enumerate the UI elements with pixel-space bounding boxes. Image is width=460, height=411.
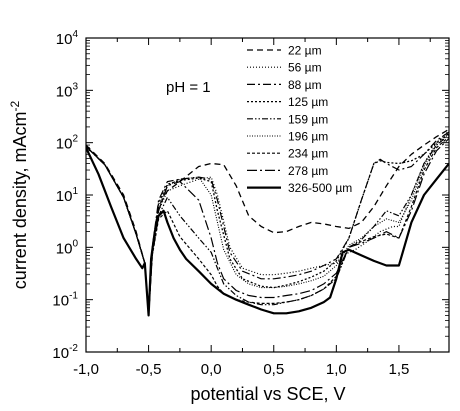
y-tick-label: 102 [56,134,79,153]
x-tick-label: 0,5 [263,361,284,378]
x-tick-label: -0,5 [136,361,162,378]
series-line-4 [86,132,449,317]
y-axis-title-text: current density, mAcm [10,111,30,289]
series-line-2 [86,130,449,316]
y-axis-title-exponent: -2 [8,100,22,111]
y-tick-label: 10-1 [52,291,78,310]
x-tick-label: 1,0 [326,361,347,378]
series-line-1 [86,128,449,317]
legend-label: 159 µm [288,112,328,126]
series-line-8 [86,138,449,316]
y-tick-label: 103 [56,81,79,100]
series-line-9 [86,147,449,317]
legend-label: 196 µm [288,130,328,144]
plot-curves [86,128,449,317]
legend-label: 278 µm [288,164,328,178]
plot-frame [85,37,450,353]
axis-ticks [85,37,449,353]
x-tick-label: -1,0 [73,361,99,378]
legend-label: 125 µm [288,95,328,109]
series-line-3 [86,131,449,316]
legend: 22 µm 56 µm 88 µm 125 µm 159 µm 196 µm 234 µm 2… [247,44,352,195]
annotation-ph: pH = 1 [166,79,211,96]
x-tick-label: 0,0 [201,361,222,378]
legend-label: 56 µm [288,61,322,75]
y-axis-title: current density, mAcm-2 [8,100,30,289]
y-tick-labels: 10-2 10-1 100 101 102 103 104 [52,29,78,362]
y-tick-label: 10-2 [52,343,78,362]
series-line-5 [86,134,449,316]
x-tick-labels: -1,0 -0,5 0,0 0,5 1,0 1,5 [73,361,409,378]
y-tick-label: 101 [56,186,79,205]
legend-label: 326-500 µm [288,181,352,195]
legend-label: 234 µm [288,147,328,161]
legend-label: 88 µm [288,78,322,92]
legend-label: 22 µm [288,44,322,58]
y-tick-label: 100 [56,238,79,257]
x-tick-label: 1,5 [389,361,410,378]
series-line-6 [86,133,449,316]
y-tick-label: 104 [56,29,79,48]
x-axis-title: potential vs SCE, V [190,384,345,404]
